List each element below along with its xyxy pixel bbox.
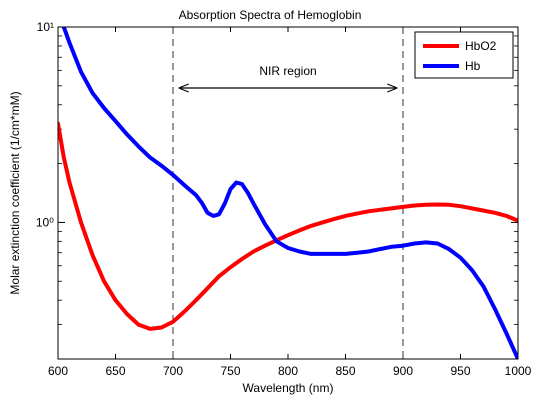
plot-background xyxy=(58,27,518,359)
x-tick-label: 900 xyxy=(393,364,413,378)
chart-title: Absorption Spectra of Hemoglobin xyxy=(179,8,362,22)
plot-area: 600 650 700 750 800 850 900 950 1000 10⁰ 10¹ NIR re… xyxy=(36,20,532,378)
nir-region-label: NIR region xyxy=(259,64,316,78)
chart-title-group: Absorption Spectra of Hemoglobin xyxy=(179,8,362,22)
legend-box xyxy=(414,31,514,79)
legend-label-hbo2: HbO2 xyxy=(465,39,497,53)
x-axis-label: Wavelength (nm) xyxy=(243,381,334,395)
x-tick-label: 650 xyxy=(105,364,125,378)
x-tick-label: 950 xyxy=(450,364,470,378)
y-tick-label: 10¹ xyxy=(37,20,54,34)
x-tick-label: 800 xyxy=(278,364,298,378)
y-tick-label: 10⁰ xyxy=(36,215,54,229)
x-tick-label: 850 xyxy=(335,364,355,378)
x-tick-label: 700 xyxy=(163,364,183,378)
x-tick-label: 600 xyxy=(48,364,68,378)
y-axis-label: Molar extinction coefficient (1/cm*mM) xyxy=(8,91,22,294)
legend-label-hb: Hb xyxy=(465,59,481,73)
x-tick-label: 750 xyxy=(220,364,240,378)
nir-arrow-head-right xyxy=(387,83,398,93)
series-line-hb xyxy=(61,27,518,359)
series-line-hbo2 xyxy=(58,121,518,331)
plot-frame xyxy=(57,26,519,360)
nir-arrow-head-left xyxy=(178,83,189,93)
x-tick-label: 1000 xyxy=(505,364,532,378)
